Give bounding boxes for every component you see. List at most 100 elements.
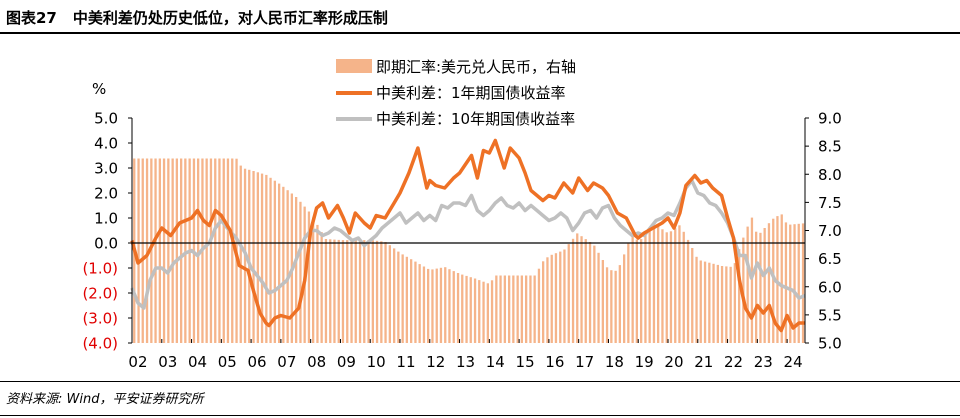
x-tick-label: 15 bbox=[516, 353, 535, 371]
fx-bar bbox=[567, 244, 570, 343]
fx-bar bbox=[789, 224, 792, 343]
fx-bar bbox=[772, 218, 775, 343]
x-tick-label: 13 bbox=[456, 353, 475, 371]
fx-bar bbox=[141, 158, 144, 343]
fx-bar bbox=[427, 268, 430, 343]
right-tick-label: 9.0 bbox=[818, 110, 842, 128]
x-tick-label: 03 bbox=[158, 353, 177, 371]
fx-bar bbox=[469, 277, 472, 343]
left-tick-labels: 5.0 4.0 3.0 2.0 1.0 0.0 (1.0) (2.0) (3.0) (4.0) bbox=[82, 110, 132, 353]
bottom-rule bbox=[0, 415, 960, 416]
left-tick-label: (3.0) bbox=[82, 310, 118, 328]
series-10y-spread-line bbox=[130, 178, 806, 310]
fx-bar bbox=[167, 158, 170, 343]
fx-bar bbox=[256, 172, 259, 343]
fx-bar bbox=[218, 158, 221, 343]
fx-bar bbox=[640, 239, 643, 343]
fx-bar bbox=[584, 239, 587, 343]
x-tick-label: 05 bbox=[218, 353, 237, 371]
fx-bar bbox=[542, 261, 545, 343]
fx-bar bbox=[686, 239, 690, 343]
fx-bar bbox=[682, 231, 685, 343]
left-tick-label: 2.0 bbox=[94, 185, 118, 203]
fx-bar bbox=[465, 275, 468, 343]
fx-bar bbox=[341, 240, 345, 343]
fx-bar bbox=[733, 263, 736, 343]
fx-bar bbox=[320, 232, 323, 343]
fx-bar bbox=[588, 242, 592, 343]
fx-bar bbox=[380, 241, 383, 343]
x-tick-label: 16 bbox=[545, 353, 564, 371]
fx-bar bbox=[695, 256, 698, 343]
fx-bar bbox=[525, 275, 528, 343]
right-tick-label: 8.0 bbox=[818, 166, 842, 184]
fx-bar bbox=[473, 278, 477, 343]
fx-bar bbox=[580, 236, 583, 343]
fx-bar bbox=[508, 275, 511, 343]
fx-bar bbox=[273, 180, 276, 343]
fx-bar bbox=[252, 171, 255, 343]
left-tick-label: 3.0 bbox=[94, 160, 118, 178]
x-tick-label: 12 bbox=[426, 353, 445, 371]
fx-bar bbox=[316, 224, 319, 343]
fx-bar bbox=[563, 249, 566, 343]
x-tick-label: 02 bbox=[128, 353, 147, 371]
x-tick-label: 20 bbox=[664, 353, 683, 371]
fx-bar bbox=[324, 239, 328, 343]
fx-bar bbox=[205, 158, 208, 343]
fx-bar bbox=[184, 158, 187, 343]
fx-bar bbox=[384, 242, 387, 343]
right-tick-label: 5.5 bbox=[818, 306, 842, 324]
fx-bar bbox=[175, 158, 178, 343]
fx-bar bbox=[738, 249, 741, 343]
right-tick-label: 6.5 bbox=[818, 250, 842, 268]
fx-bar bbox=[431, 269, 434, 343]
fx-bar bbox=[307, 211, 311, 343]
fx-bar bbox=[295, 197, 298, 343]
fx-bar bbox=[614, 270, 617, 343]
legend-bar-swatch bbox=[336, 59, 372, 73]
fx-bar bbox=[657, 226, 660, 343]
fx-bar bbox=[699, 260, 702, 343]
fx-bar bbox=[601, 260, 604, 343]
fx-bar bbox=[759, 232, 762, 343]
fx-bar bbox=[623, 254, 626, 343]
fx-bar bbox=[490, 280, 494, 343]
x-tick-label: 24 bbox=[784, 353, 803, 371]
fx-bar bbox=[627, 243, 630, 343]
fx-bar bbox=[554, 253, 558, 343]
fx-bar bbox=[746, 226, 749, 343]
fx-bar bbox=[763, 228, 766, 343]
fx-bar bbox=[209, 158, 213, 343]
fx-bar bbox=[665, 232, 668, 343]
legend-1y-label: 中美利差：1年期国债收益率 bbox=[376, 84, 566, 102]
fx-bar bbox=[780, 214, 783, 343]
fx-bar bbox=[767, 223, 771, 343]
x-tick-label: 23 bbox=[754, 353, 773, 371]
x-tick-label: 14 bbox=[486, 353, 505, 371]
fx-bar bbox=[197, 158, 200, 343]
fx-bar bbox=[478, 280, 481, 343]
fx-bar bbox=[337, 239, 340, 343]
top-rule bbox=[0, 32, 960, 34]
fx-bar bbox=[593, 245, 596, 343]
fx-bar bbox=[162, 158, 166, 343]
legend: 即期汇率:美元兑人民币，右轴 中美利差：1年期国债收益率 中美利差：10年期国债… bbox=[336, 58, 576, 128]
x-tick-label: 11 bbox=[396, 353, 415, 371]
fx-bar bbox=[180, 158, 183, 343]
fx-bar bbox=[784, 222, 788, 343]
fx-bar bbox=[418, 264, 421, 343]
right-tick-label: 5.0 bbox=[818, 335, 842, 353]
fx-bar bbox=[452, 271, 455, 343]
fx-bar bbox=[346, 240, 349, 343]
fx-bar bbox=[371, 240, 374, 343]
fx-bar bbox=[435, 268, 438, 343]
fx-bar bbox=[729, 266, 732, 343]
x-tick-label: 19 bbox=[635, 353, 654, 371]
x-tick-label: 21 bbox=[694, 353, 713, 371]
fx-bar bbox=[299, 201, 302, 343]
left-axis-unit: % bbox=[92, 80, 106, 98]
fx-bar bbox=[363, 240, 366, 343]
fx-bar bbox=[674, 228, 677, 343]
fx-bar bbox=[154, 158, 157, 343]
